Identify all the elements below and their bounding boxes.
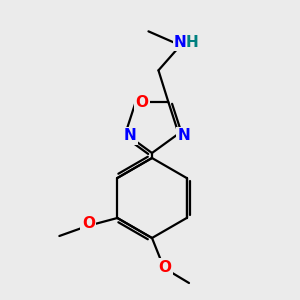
Text: N: N bbox=[174, 35, 187, 50]
Text: O: O bbox=[158, 260, 172, 274]
Text: O: O bbox=[135, 95, 148, 110]
Text: N: N bbox=[177, 128, 190, 143]
Text: O: O bbox=[82, 217, 95, 232]
Text: H: H bbox=[186, 35, 199, 50]
Text: N: N bbox=[124, 128, 137, 143]
